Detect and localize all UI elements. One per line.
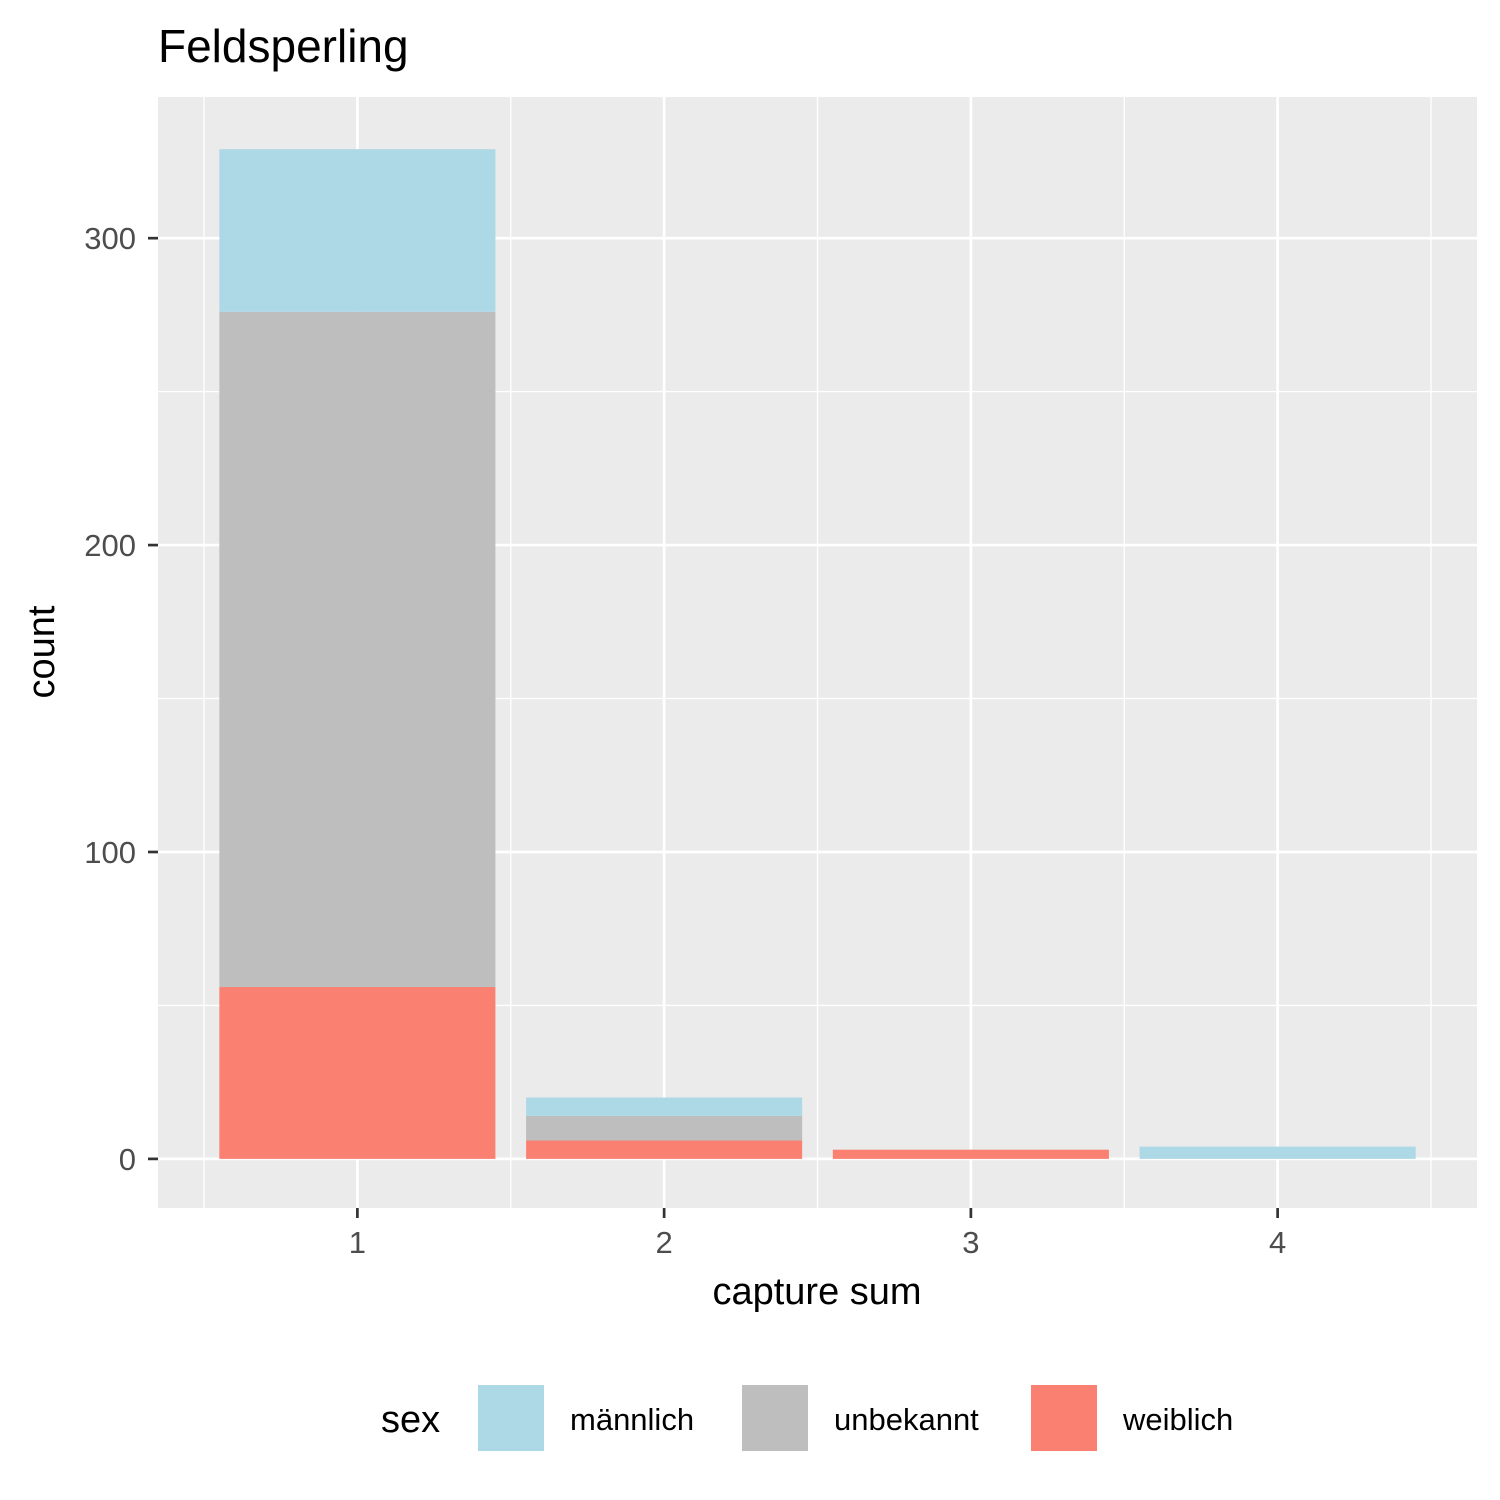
bar-2-männlich <box>526 1097 803 1116</box>
legend-key-unbekannt <box>740 1383 810 1453</box>
legend-title: sex <box>381 1399 440 1441</box>
y-tick-label: 300 <box>84 221 136 256</box>
x-axis-title: capture sum <box>712 1271 921 1313</box>
y-axis-title: count <box>21 605 63 698</box>
bar-2-weiblich <box>526 1140 803 1159</box>
bar-4-männlich <box>1139 1146 1416 1159</box>
y-tick-label: 200 <box>84 528 136 563</box>
bar-2-unbekannt <box>526 1115 803 1141</box>
legend: sex männlich unbekannt weiblich <box>381 1383 1233 1453</box>
y-tick-label: 0 <box>119 1142 136 1177</box>
bar-3-weiblich <box>832 1149 1109 1159</box>
y-tick-label: 100 <box>84 835 136 870</box>
chart-title: Feldsperling <box>158 20 409 72</box>
legend-key-männlich <box>476 1383 546 1453</box>
legend-label-unbekannt: unbekannt <box>834 1402 979 1437</box>
x-axis: 1 2 3 4 <box>349 1208 1286 1260</box>
x-tick-label: 2 <box>656 1225 673 1260</box>
x-tick-label: 1 <box>349 1225 366 1260</box>
legend-label-weiblich: weiblich <box>1122 1402 1233 1437</box>
y-axis: 0 100 200 300 <box>84 221 158 1177</box>
bar-1-männlich <box>219 149 496 312</box>
x-tick-label: 4 <box>1269 1225 1286 1260</box>
x-tick-label: 3 <box>962 1225 979 1260</box>
legend-key-weiblich <box>1029 1383 1099 1453</box>
bar-1-weiblich <box>219 987 496 1159</box>
bars <box>219 149 1416 1159</box>
legend-label-männlich: männlich <box>570 1402 694 1437</box>
bar-1-unbekannt <box>219 311 496 988</box>
